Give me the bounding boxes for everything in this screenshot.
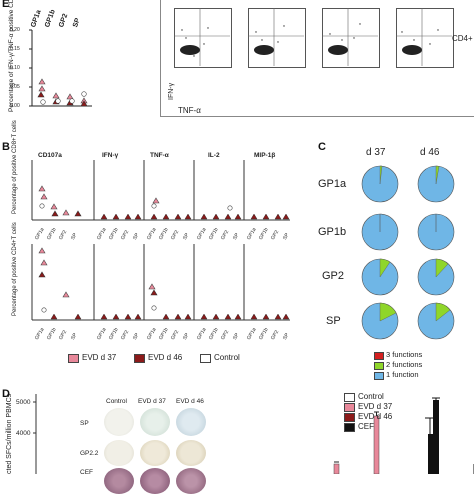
flow-plot-4 [396,8,454,68]
pie-legend-label-2: 2 functions [386,360,423,369]
panel-letter-e: E [2,0,10,10]
panel-c-row-sp: SP [326,315,341,327]
elispot-well-cef-control [104,468,134,494]
panel-a-cat-0: GP1a [30,9,43,29]
flow-side-label: CD4+ [452,34,473,43]
pie-legend-swatch-2 [374,362,384,370]
panel-a-ytick-1: 0.15 [10,46,20,52]
d-legend-label-evd37: EVD d 37 [358,402,393,411]
pie-legend-label-3: 3 functions [386,350,423,359]
panel-c-row-gp1b: GP1b [318,226,347,238]
elispot-col-evd37: EVD d 37 [138,398,166,405]
marker-ifng: IFN-γ [102,152,119,159]
panel-a-ytick-3: 0.05 [10,84,20,90]
panel-b-ylabel-top: Percentage of positive CD8+T cells [12,120,18,214]
elispot-well-gp22-evd46 [176,440,206,466]
legend-swatch-evd46 [134,354,145,363]
flow-plot-2 [248,8,306,68]
legend-swatch-evd37 [68,354,79,363]
panel-d-ytick-0: 5000 [16,399,31,406]
panel-b-bottom-xcat: GP2 [120,329,131,341]
panel-a-ytick-4: 0.00 [10,103,20,109]
panel-d-yaxis [33,394,37,474]
legend-label-control: Control [214,353,240,362]
elispot-row-cef: CEF [80,469,93,476]
elispot-well-sp-evd46 [176,408,206,436]
elispot-well-gp22-control [104,440,134,466]
panel-d-bars [333,397,474,474]
marker-tnfa: TNF-α [150,152,169,159]
pie-legend-swatch-1 [374,372,384,380]
flow-frame [160,0,474,117]
flow-ylabel: IFN-γ [168,82,175,100]
panel-c-row-gp1a: GP1a [318,178,347,190]
legend-label-evd46: EVD d 46 [148,353,183,362]
panel-c-pies [361,165,455,340]
panel-a-plot [29,29,92,107]
d-legend-label-evd46: EVD d 46 [358,412,393,421]
flow-plot-3 [322,8,380,68]
panel-b-bottom-xcat: SP [232,332,241,341]
panel-letter-c: C [318,141,326,153]
panel-b-bottom-xcat: GP2 [270,329,281,341]
legend-swatch-control [200,354,211,363]
d-legend-swatch-evd37 [344,403,355,412]
panel-b-bottom-xcat: GP2 [220,329,231,341]
panel-b-bottom-xcat: SP [182,332,191,341]
panel-a-cat-1: GP1b [44,8,57,29]
panel-b-plots [31,160,290,321]
panel-a-cat-2: GP2 [58,12,70,29]
marker-mip1b: MIP-1β [254,152,276,159]
d-legend-label-cef: CEF [358,422,374,431]
panel-b-bottom-xcat: SP [132,332,141,341]
panel-c-col-d46: d 46 [420,147,440,158]
elispot-well-sp-control [104,408,134,436]
elispot-well-gp22-evd37 [140,440,170,466]
panel-c-row-gp2: GP2 [322,270,345,282]
pie-legend-swatch-3 [374,352,384,360]
elispot-well-cef-evd46 [176,468,206,494]
panel-letter-d: D [2,388,10,400]
panel-b-bottom-xcat: GP2 [58,329,69,341]
elispot-col-control: Control [106,398,127,405]
d-legend-label-control: Control [358,392,384,401]
panel-b-bottom-xcat: SP [70,332,79,341]
elispot-row-sp: SP [80,420,89,427]
d-legend-swatch-control [344,393,355,402]
elispot-col-evd46: EVD d 46 [176,398,204,405]
panel-a-cat-3: SP [72,17,82,29]
panel-a-ytick-0: 0.20 [10,27,20,33]
elispot-well-sp-evd37 [140,408,170,436]
flow-xlabel: TNF-α [178,106,201,115]
flow-dots [174,8,452,66]
d-legend-swatch-evd46 [344,413,355,422]
panel-letter-b: B [2,141,10,153]
panel-b-bottom-xcat: GP2 [170,329,181,341]
elispot-well-cef-evd37 [140,468,170,494]
marker-il2: IL-2 [208,152,220,159]
flow-plot-1 [174,8,232,68]
panel-c-col-d37: d 37 [366,147,386,158]
elispot-row-gp22: GP2.2 [80,450,99,457]
panel-d-ylabel: cted SFCs/million PBMCs [6,393,13,474]
panel-a-ytick-2: 0.10 [10,65,20,71]
panel-b-bottom-xcat: SP [282,332,291,341]
panel-b-ylabel-bottom: Percentage of positive CD4+T cells [12,222,18,316]
d-legend-swatch-cef [344,423,355,432]
marker-cd107a: CD107a [38,152,62,159]
legend-label-evd37: EVD d 37 [82,353,117,362]
pie-legend-label-1: 1 function [386,370,419,379]
panel-d-ytick-1: 4000 [16,430,31,437]
